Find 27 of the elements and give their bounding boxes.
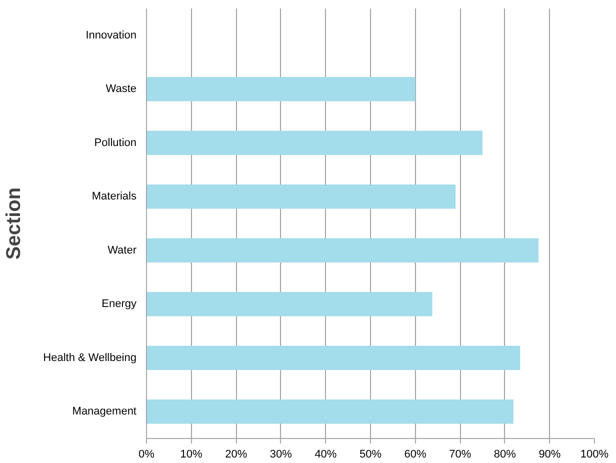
- y-tick-label: Management: [72, 406, 137, 418]
- x-tick-label: 0%: [138, 448, 155, 460]
- y-tick-label: Pollution: [94, 136, 137, 149]
- x-tick-label: 80%: [494, 448, 516, 460]
- y-axis-title: Section: [3, 187, 26, 260]
- bar: [146, 292, 432, 316]
- y-tick-label: Energy: [102, 298, 137, 310]
- y-tick-label: Health & Wellbeing: [43, 352, 137, 364]
- x-tick-label: 40%: [314, 448, 337, 460]
- x-tick-label: 70%: [449, 448, 472, 460]
- x-tick-label: 30%: [270, 448, 292, 460]
- y-tick-label: Innovation: [86, 29, 137, 42]
- x-tick-label: 60%: [404, 448, 427, 460]
- x-tick-label: 10%: [180, 448, 203, 460]
- bar: [146, 77, 416, 102]
- bar: [146, 346, 520, 370]
- x-tick-label: 100%: [580, 448, 609, 460]
- bar: [146, 238, 538, 262]
- bar: [146, 130, 482, 155]
- bar: [146, 400, 514, 424]
- x-tick-label: 90%: [538, 448, 561, 460]
- x-tick-label: 20%: [225, 448, 248, 460]
- bar: [146, 184, 456, 209]
- x-tick-label: 50%: [359, 448, 382, 460]
- y-tick-label: Materials: [92, 190, 137, 203]
- y-tick-label: Waste: [106, 83, 136, 96]
- y-tick-label: Water: [108, 244, 137, 256]
